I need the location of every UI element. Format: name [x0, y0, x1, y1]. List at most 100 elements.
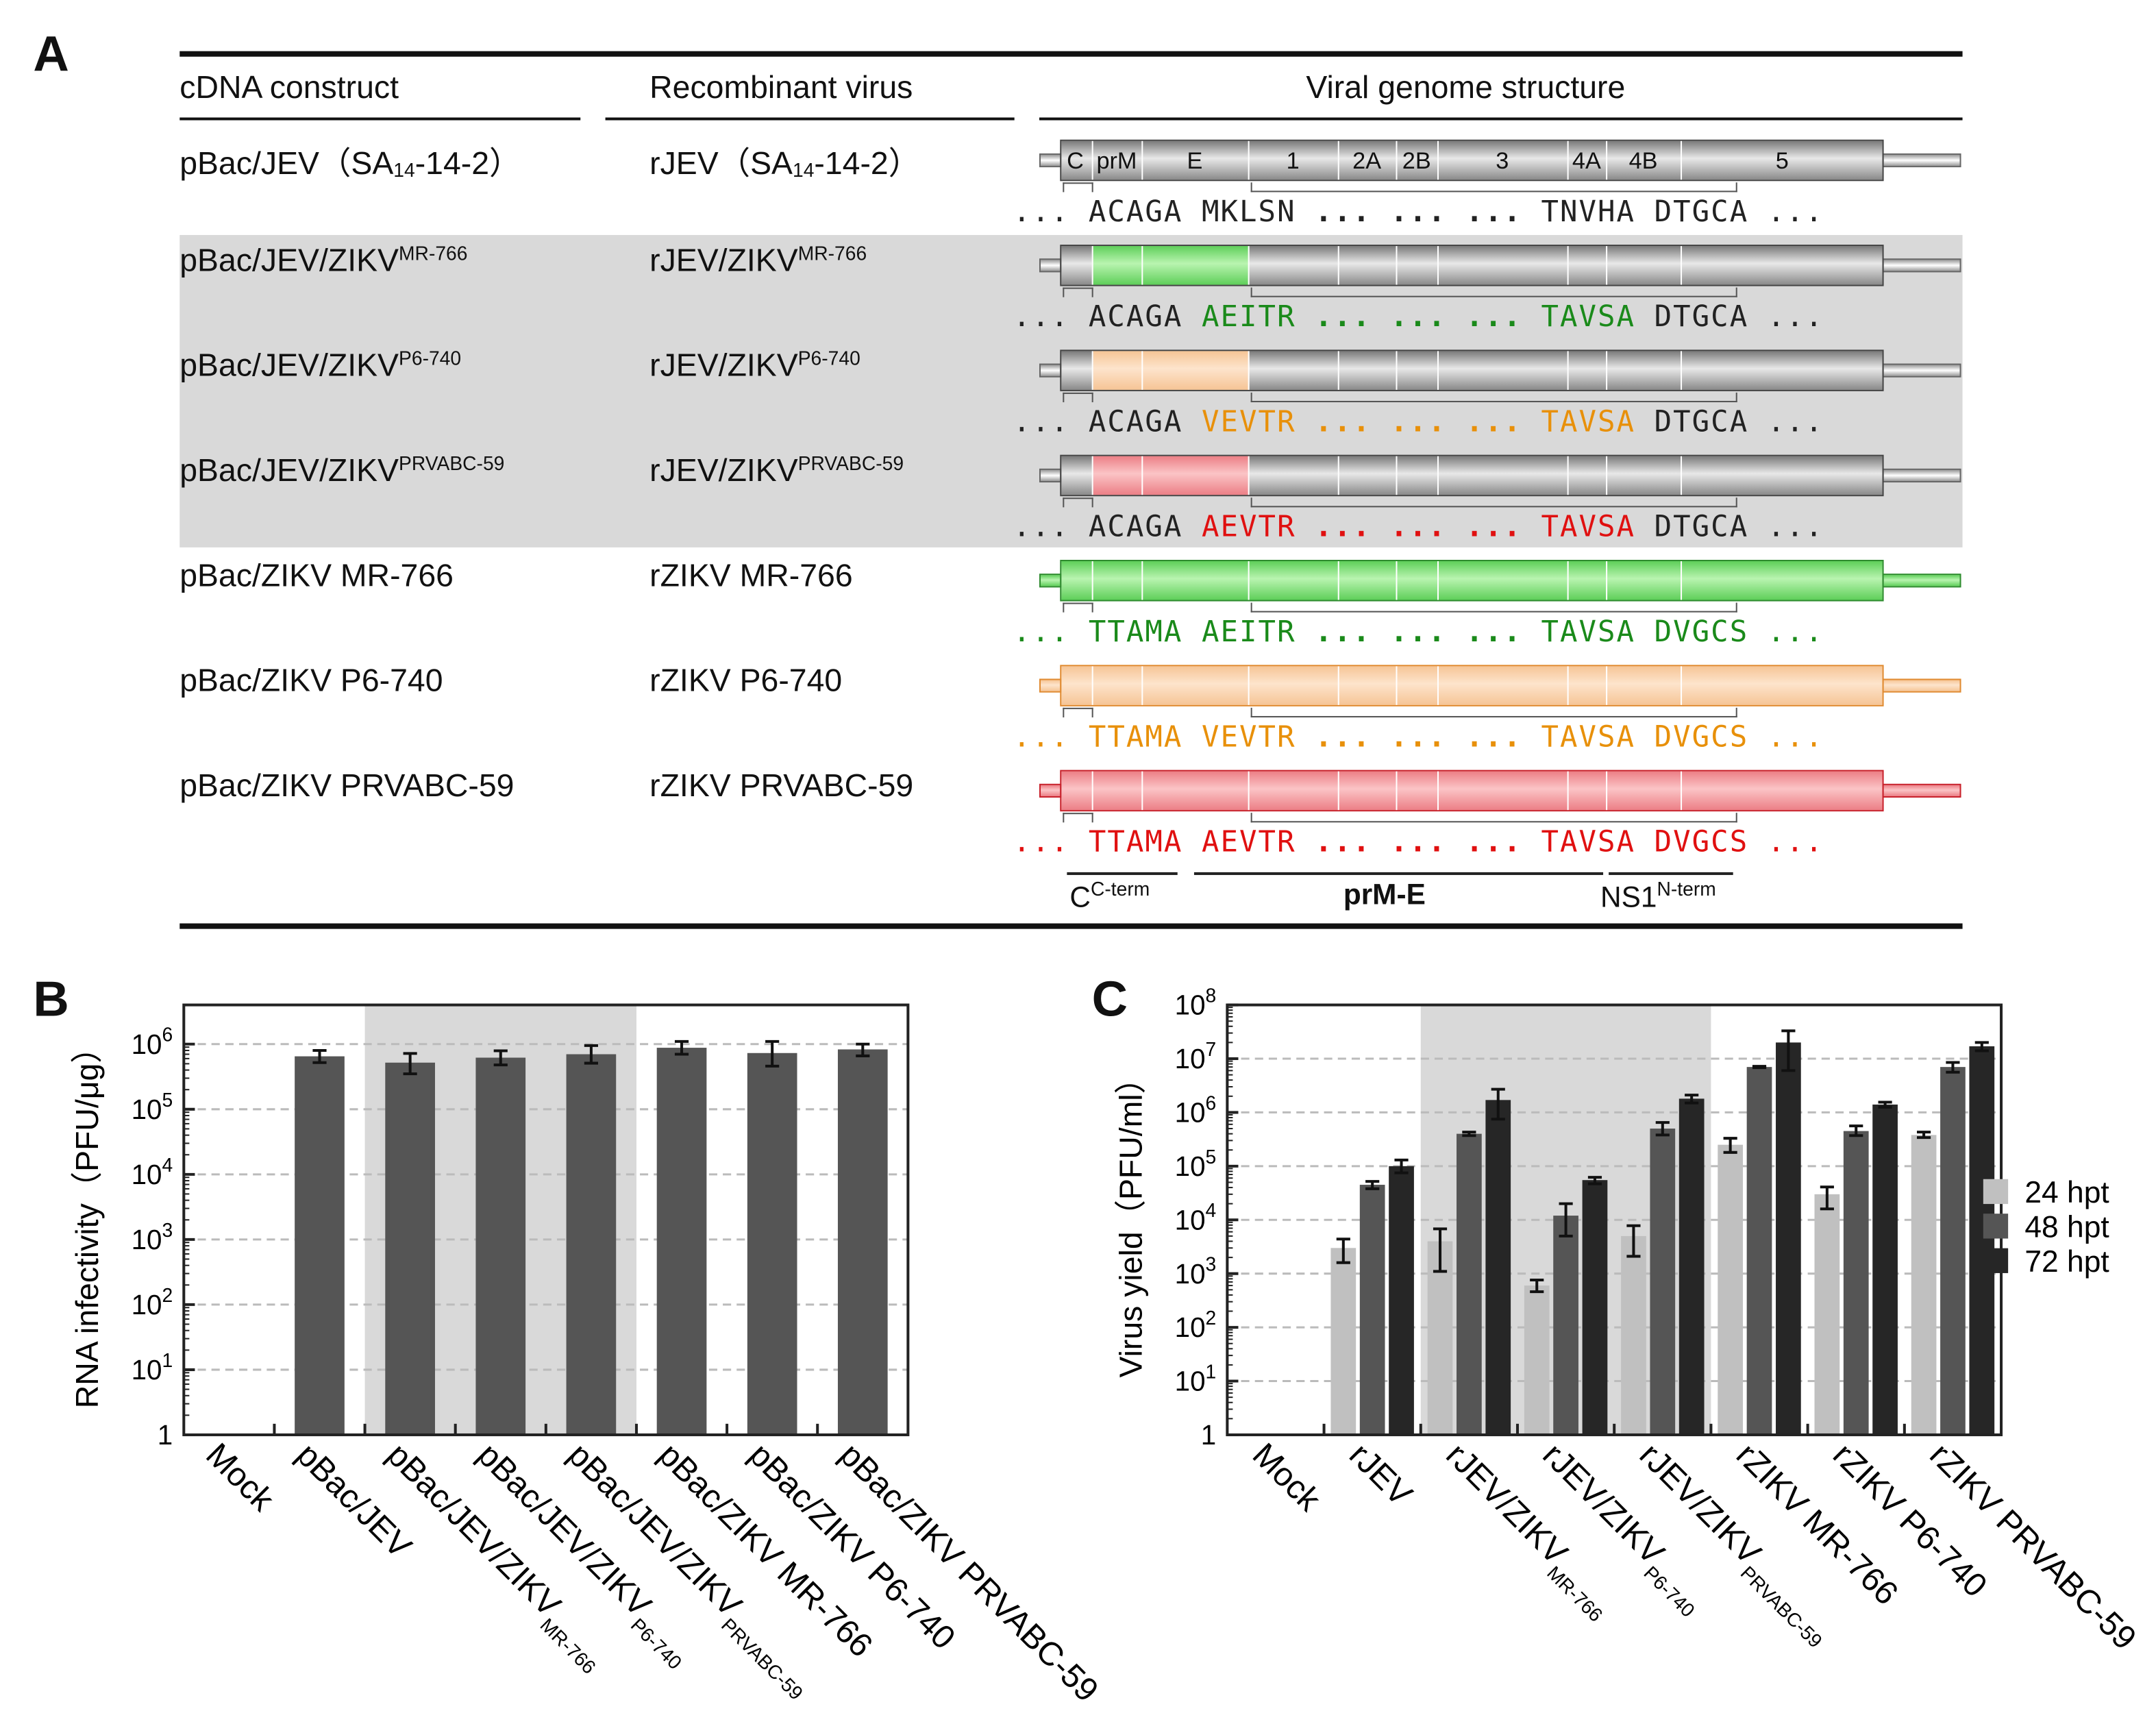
y-tick-label: 105 — [132, 1089, 173, 1125]
x-label-sup: MR-766 — [536, 1614, 601, 1678]
virus-label: rJEV/ZIKVMR-766 — [649, 242, 867, 278]
sequence-part: ACAGA — [1088, 299, 1183, 334]
c-term-label: CC-term — [1069, 877, 1150, 914]
header-virus: Recombinant virus — [649, 69, 913, 106]
sequence-part: TNVHA — [1541, 195, 1636, 228]
sequence-part: ... ... ... — [1315, 720, 1522, 754]
bar — [1872, 1104, 1898, 1435]
bar — [1330, 1248, 1356, 1435]
header-underline — [1039, 117, 1963, 121]
sequence-part: ... ... ... — [1315, 195, 1522, 228]
y-tick-label: 1 — [1201, 1419, 1216, 1451]
construct-label: pBac/JEV（SA14-14-2） — [179, 145, 521, 182]
virus-label: rJEV/ZIKVPRVABC-59 — [649, 452, 904, 489]
sequence: ... TTAMA AEVTR ... ... ... TAVSA DVGCS … — [1013, 825, 1824, 858]
bracket — [1063, 707, 1093, 717]
bar — [1746, 1067, 1772, 1435]
tick-exp: 5 — [162, 1089, 173, 1111]
genome-segment-2a — [1337, 456, 1396, 495]
bottom-rule — [179, 923, 1963, 929]
genome-segment-4a — [1566, 771, 1605, 811]
genome-5utr — [1039, 783, 1062, 798]
genome-segment-2b — [1395, 456, 1437, 495]
genome-segment-prm — [1091, 456, 1141, 495]
tick-base: 10 — [1175, 989, 1206, 1021]
sequence-part: TTAMA — [1088, 825, 1183, 859]
sequence-part: AEVTR — [1201, 510, 1296, 543]
sequence-part: VEVTR — [1201, 720, 1296, 754]
genome-5utr — [1039, 574, 1062, 588]
bar — [1969, 1046, 1995, 1435]
virus-superscript: MR-766 — [797, 242, 867, 264]
sequence-part: DTGCA — [1654, 510, 1749, 543]
genome-segment-1: 1 — [1247, 140, 1337, 180]
bracket — [1250, 287, 1737, 297]
genome-segment-c — [1059, 561, 1091, 600]
genome-segment-3: 3 — [1436, 140, 1567, 180]
sequence-part: AEITR — [1201, 299, 1296, 334]
genome-segment-2b — [1395, 351, 1437, 390]
genome-segment-5 — [1680, 561, 1883, 600]
bar — [747, 1053, 797, 1435]
genome-segment-4b — [1605, 246, 1680, 285]
genome-segment-2b — [1395, 666, 1437, 705]
genome-segment-2b — [1395, 561, 1437, 600]
genome-3utr — [1882, 468, 1961, 483]
construct-label: pBac/ZIKV P6-740 — [179, 662, 443, 698]
x-tick-label: rJEV/ZIKVMR-766 — [1433, 1436, 1623, 1626]
bracket — [1063, 813, 1093, 823]
tick-exp: 2 — [162, 1284, 173, 1306]
genome-segment-e — [1141, 351, 1247, 390]
bracket — [1250, 602, 1737, 613]
genome-segment-5: 5 — [1680, 140, 1883, 180]
y-tick-label: 101 — [132, 1349, 173, 1386]
tick-exp: 4 — [1206, 1199, 1217, 1221]
legend-swatch — [1983, 1214, 2009, 1239]
tick-exp: 4 — [162, 1154, 173, 1176]
header-underline — [179, 117, 581, 121]
genome-segment-e — [1141, 246, 1247, 285]
virus-superscript: PRVABC-59 — [797, 452, 904, 474]
legend-swatch — [1983, 1179, 2009, 1205]
sequence-part: TTAMA — [1088, 720, 1183, 754]
header-construct: cDNA construct — [179, 69, 399, 106]
legend-swatch — [1983, 1248, 2009, 1273]
bar — [1359, 1185, 1385, 1435]
genome-segment-prm — [1091, 351, 1141, 390]
genome-segment-2a — [1337, 351, 1396, 390]
header-underline — [605, 117, 1015, 121]
sequence-part: DVGCS — [1654, 615, 1749, 649]
genome-5utr — [1039, 153, 1062, 168]
sequence-part: TAVSA — [1541, 510, 1636, 543]
virus-label: rZIKV PRVABC-59 — [649, 767, 914, 804]
sequence: ... ACAGA AEITR ... ... ... TAVSA DTGCA … — [1013, 300, 1824, 333]
sequence-part: ... ... ... — [1315, 615, 1522, 649]
bracket — [1250, 182, 1737, 193]
plot-frame — [182, 1003, 910, 1436]
bracket — [1063, 287, 1093, 297]
genome-segment-e — [1141, 456, 1247, 495]
sequence-part: DTGCA — [1654, 195, 1749, 228]
tick-base: 10 — [132, 1354, 162, 1386]
construct-subscript: 14 — [393, 158, 415, 182]
genome-segment-3 — [1436, 351, 1567, 390]
x-tick-label: rJEV — [1342, 1436, 1420, 1514]
tick-base: 10 — [1175, 1258, 1206, 1290]
tick-base: 10 — [132, 1289, 162, 1320]
genome-segment-1 — [1247, 666, 1337, 705]
genome-segment-2a — [1337, 771, 1396, 811]
tick-base: 10 — [1175, 1043, 1206, 1074]
genome-3utr — [1882, 363, 1961, 378]
tick-base: 10 — [1175, 1204, 1206, 1235]
panel-b-letter: B — [33, 970, 69, 1027]
genome-orf — [1060, 349, 1884, 391]
genome-segment-1 — [1247, 351, 1337, 390]
genome-segment-3 — [1436, 456, 1567, 495]
x-tick-label: Mock — [1246, 1436, 1328, 1519]
construct-label: pBac/JEV/ZIKVP6-740 — [179, 347, 462, 383]
genome-segment-3 — [1436, 561, 1567, 600]
genome-segment-e — [1141, 561, 1247, 600]
bar — [656, 1048, 707, 1435]
